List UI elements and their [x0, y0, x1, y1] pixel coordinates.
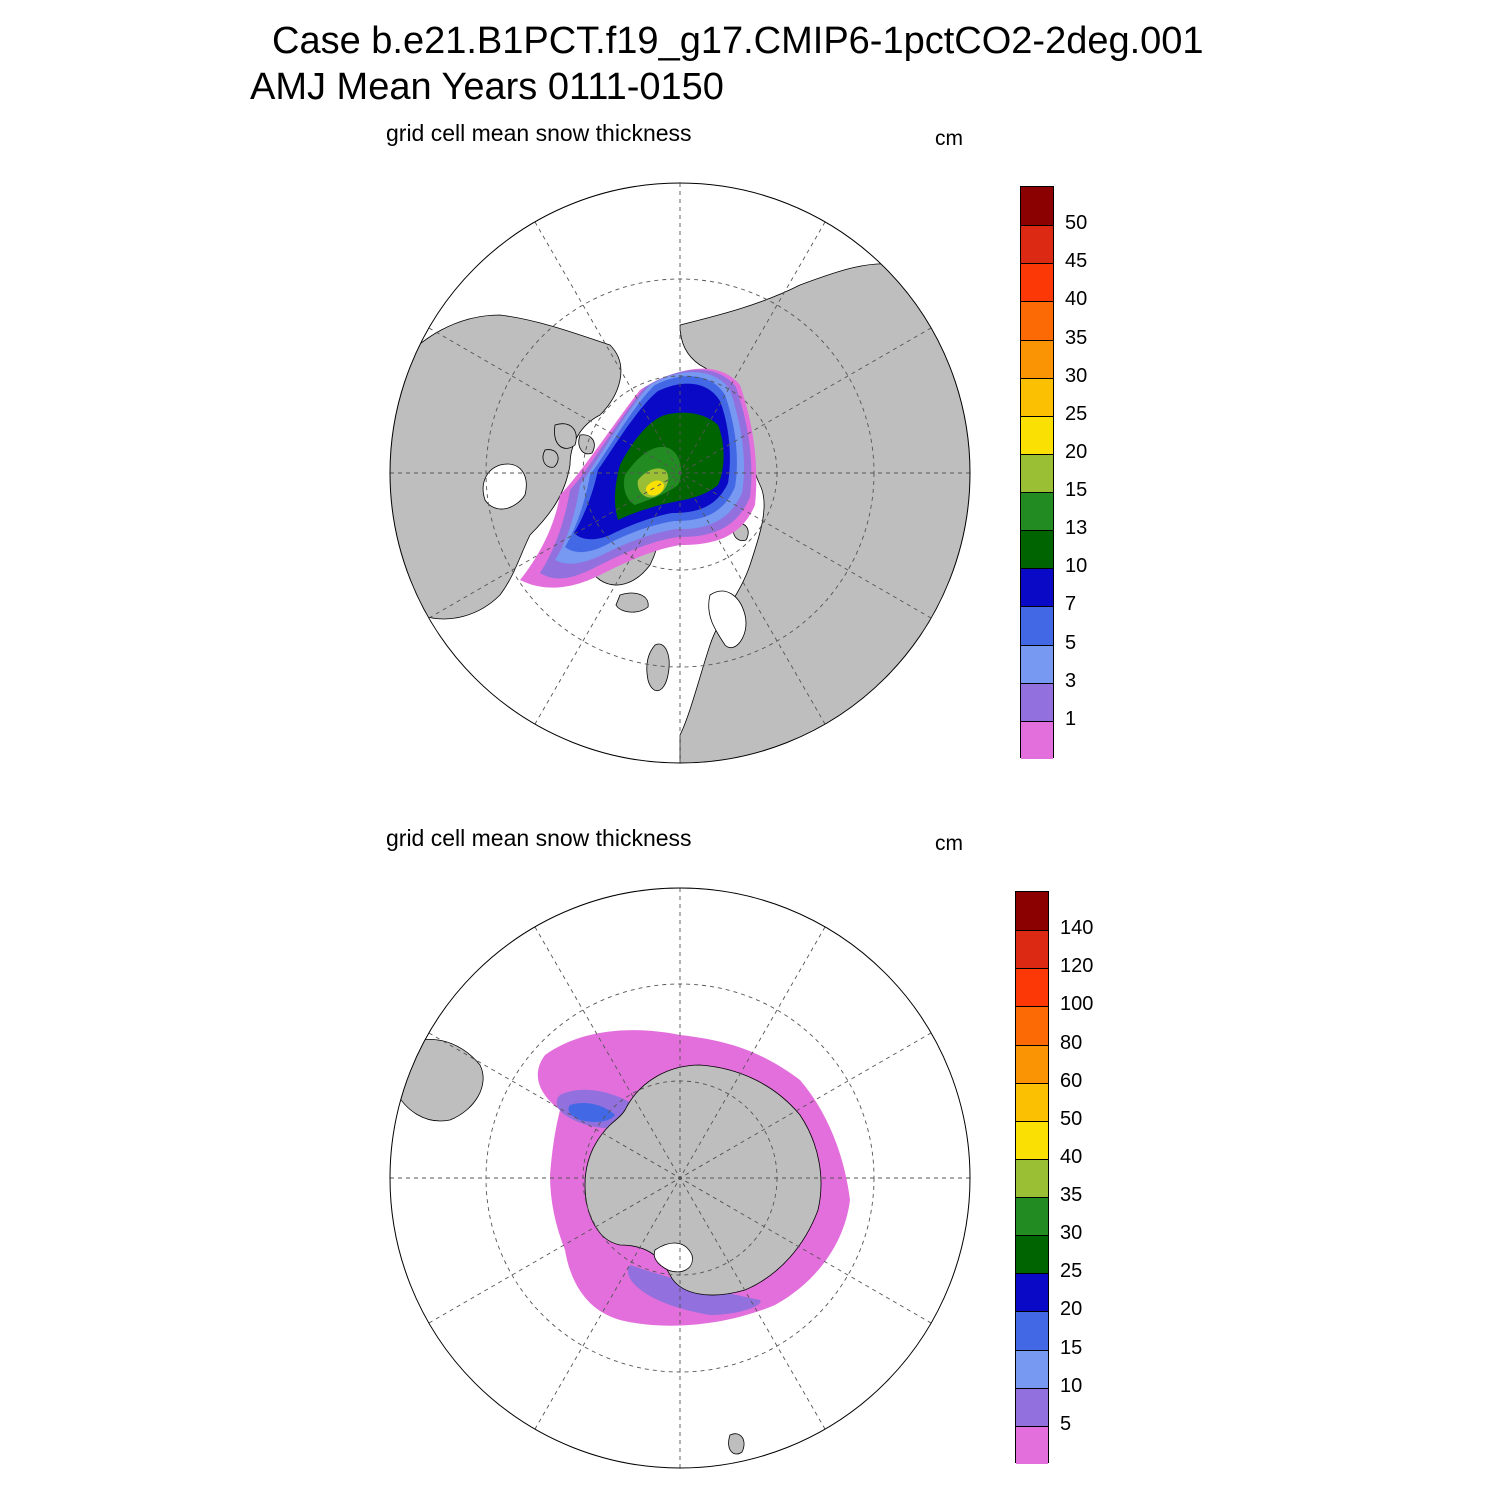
nh-grid: [390, 183, 970, 763]
colorbar-tick-label: 35: [1065, 326, 1088, 349]
colorbar-tick-label: 20: [1065, 440, 1088, 463]
colorbar-swatch: [1021, 492, 1053, 531]
colorbar-swatch: [1016, 1158, 1048, 1197]
colorbar-tick-label: 30: [1065, 364, 1088, 387]
colorbar-swatch: [1021, 301, 1053, 340]
nh-colorbar: [1020, 186, 1054, 759]
nh-panel-title: grid cell mean snow thickness: [386, 120, 692, 146]
colorbar-tick-label: 25: [1060, 1260, 1083, 1283]
colorbar-swatch: [1021, 225, 1053, 264]
figure-title-line1: Case b.e21.B1PCT.f19_g17.CMIP6-1pctCO2-2…: [272, 20, 1204, 62]
colorbar-swatch: [1021, 530, 1053, 569]
colorbar-swatch: [1016, 1273, 1048, 1312]
colorbar-tick-label: 45: [1065, 250, 1088, 273]
colorbar-swatch: [1021, 568, 1053, 607]
colorbar-swatch: [1016, 1006, 1048, 1045]
sh-colorbar: [1015, 891, 1049, 1464]
colorbar-tick-label: 5: [1065, 631, 1077, 654]
colorbar-tick-label: 7: [1065, 593, 1077, 616]
sh-polar-map: [389, 887, 971, 1469]
colorbar-swatch: [1021, 682, 1053, 721]
colorbar-swatch: [1021, 263, 1053, 302]
colorbar-swatch: [1016, 1425, 1048, 1464]
colorbar-swatch: [1016, 1235, 1048, 1274]
colorbar-swatch: [1016, 892, 1048, 931]
colorbar-tick-label: 5: [1060, 1412, 1072, 1435]
colorbar-swatch: [1016, 1044, 1048, 1083]
colorbar-swatch: [1016, 1197, 1048, 1236]
colorbar-tick-label: 40: [1060, 1145, 1083, 1168]
colorbar-tick-label: 100: [1060, 993, 1094, 1016]
figure-title-line2: AMJ Mean Years 0111-0150: [250, 66, 724, 108]
colorbar-tick-label: 25: [1065, 402, 1088, 425]
colorbar-swatch: [1021, 453, 1053, 492]
sh-panel-title: grid cell mean snow thickness: [386, 825, 692, 851]
colorbar-tick-label: 3: [1065, 669, 1077, 692]
colorbar-swatch: [1016, 1387, 1048, 1426]
colorbar-tick-label: 40: [1065, 288, 1088, 311]
colorbar-tick-label: 35: [1060, 1184, 1083, 1207]
colorbar-swatch: [1016, 1311, 1048, 1350]
colorbar-tick-label: 15: [1060, 1336, 1083, 1359]
colorbar-tick-label: 80: [1060, 1031, 1083, 1054]
colorbar-tick-label: 30: [1060, 1222, 1083, 1245]
nh-snow-field: [520, 368, 757, 588]
colorbar-swatch: [1016, 1349, 1048, 1388]
colorbar-tick-label: 50: [1065, 212, 1088, 235]
colorbar-tick-label: 120: [1060, 955, 1094, 978]
colorbar-tick-label: 13: [1065, 517, 1088, 540]
colorbar-swatch: [1016, 968, 1048, 1007]
colorbar-swatch: [1021, 606, 1053, 645]
colorbar-tick-label: 140: [1060, 917, 1094, 940]
nh-polar-map: [389, 182, 971, 764]
colorbar-tick-label: 10: [1060, 1374, 1083, 1397]
colorbar-swatch: [1021, 720, 1053, 759]
colorbar-swatch: [1021, 187, 1053, 226]
nh-units-label: cm: [935, 127, 963, 150]
colorbar-swatch: [1016, 1082, 1048, 1121]
colorbar-swatch: [1021, 415, 1053, 454]
colorbar-swatch: [1016, 930, 1048, 969]
colorbar-swatch: [1021, 644, 1053, 683]
colorbar-tick-label: 1: [1065, 707, 1077, 730]
colorbar-swatch: [1021, 339, 1053, 378]
colorbar-tick-label: 20: [1060, 1298, 1083, 1321]
sh-units-label: cm: [935, 832, 963, 855]
colorbar-tick-label: 60: [1060, 1069, 1083, 1092]
colorbar-tick-label: 50: [1060, 1107, 1083, 1130]
sh-grid: [390, 888, 970, 1468]
colorbar-swatch: [1016, 1120, 1048, 1159]
colorbar-tick-label: 15: [1065, 479, 1088, 502]
colorbar-swatch: [1021, 377, 1053, 416]
colorbar-tick-label: 10: [1065, 555, 1088, 578]
